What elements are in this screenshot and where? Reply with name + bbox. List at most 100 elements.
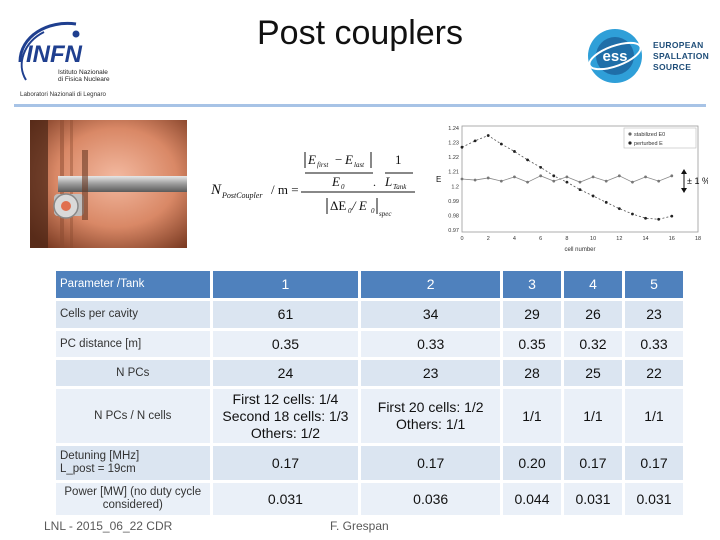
table-cell: 0.031: [212, 483, 362, 515]
data-point: [578, 188, 582, 191]
table-cell: 0.17: [624, 446, 683, 480]
table-cell: 0.32: [563, 331, 625, 357]
data-point: [670, 174, 674, 178]
data-point: [644, 216, 647, 220]
table-cell: 61: [212, 301, 362, 328]
x-tick-label: 14: [642, 236, 648, 242]
formula-over-m: / m =: [271, 182, 299, 197]
table-header-row: Parameter /Tank 1 2 3 4 5: [56, 271, 683, 298]
data-point: [631, 212, 634, 216]
footer-author: F. Grespan: [330, 519, 389, 533]
x-tick-label: 6: [539, 236, 542, 242]
infn-lab: Laboratori Nazionali di Legnaro: [20, 91, 107, 98]
table-row: Power [MW] (no duty cycle considered) 0.…: [56, 483, 683, 515]
table-header-cell: 3: [503, 271, 564, 298]
data-point: [486, 134, 490, 137]
table-cell: 0.17: [212, 446, 362, 480]
data-point: [617, 207, 621, 211]
table-cell: 28: [503, 360, 564, 386]
tank-parameters-table: Parameter /Tank 1 2 3 4 5 Cells per cavi…: [56, 268, 683, 518]
table-cell: 0.036: [361, 483, 503, 515]
y-tick-label: 1.22: [448, 155, 459, 161]
table-cell: 29: [503, 301, 564, 328]
table-cell: 0.031: [624, 483, 683, 515]
table-cell: 26: [563, 301, 625, 328]
x-tick-label: 10: [590, 236, 596, 242]
row-label: Power [MW] (no duty cycle considered): [56, 483, 213, 515]
table-row: Cells per cavity 61 34 29 26 23: [56, 301, 683, 328]
formula-lower-spec: spec: [379, 210, 392, 218]
legend-item-0: stabilized E0: [634, 132, 665, 138]
table-cell: 1/1: [624, 389, 683, 443]
data-point: [552, 174, 556, 178]
table-cell: 23: [361, 360, 503, 386]
formula-num-right: E: [344, 152, 353, 167]
data-point: [539, 165, 543, 169]
ess-logo: ess EUROPEAN SPALLATION SOURCE: [585, 26, 709, 86]
table-header-cell: 2: [361, 271, 503, 298]
table-cell: 0.35: [503, 331, 564, 357]
infn-line2: di Fisica Nucleare: [58, 76, 110, 83]
row-label: Detuning [MHz] L_post = 19cm: [56, 446, 213, 480]
formula-den-e0-sub: 0: [341, 183, 345, 191]
ess-line1: EUROPEAN: [653, 40, 704, 50]
table-cell: 0.20: [503, 446, 564, 480]
data-point: [565, 175, 569, 179]
post-coupler-photo: [30, 120, 187, 248]
data-point: [526, 158, 529, 162]
table-cell: 0.33: [361, 331, 503, 357]
data-point: [460, 145, 464, 149]
formula-lower-sub1: 0: [371, 207, 375, 215]
data-point: [657, 179, 661, 183]
x-tick-label: 16: [669, 236, 675, 242]
x-tick-label: 12: [616, 236, 622, 242]
table-cell: First 12 cells: 1/4 Second 18 cells: 1/3…: [212, 389, 362, 443]
formula-num-left: E: [307, 152, 316, 167]
formula-lower-mid: / E: [351, 198, 367, 213]
formula-dot: .: [373, 175, 376, 189]
table-header-cell: Parameter /Tank: [56, 271, 213, 298]
formula-frac1-num: 1: [395, 152, 402, 167]
chart-annotation: ± 1 %: [687, 176, 708, 186]
table-cell: 24: [212, 360, 362, 386]
table-cell: First 20 cells: 1/2 Others: 1/1: [361, 389, 503, 443]
data-point: [499, 142, 503, 146]
data-point: [486, 176, 490, 180]
data-point: [617, 174, 621, 178]
formula-lower-sub0: 0: [348, 207, 352, 215]
x-tick-label: 2: [487, 236, 490, 242]
formula-frac1-den: L: [384, 174, 392, 189]
data-point: [460, 177, 464, 181]
table-header-cell: 5: [624, 271, 683, 298]
x-tick-labels: 0 2 4 6 8 10 12 14 16 18: [460, 236, 701, 242]
table-row: PC distance [m] 0.35 0.33 0.35 0.32 0.33: [56, 331, 683, 357]
data-point: [644, 175, 647, 179]
formula-num-right-sub: last: [354, 161, 365, 169]
ess-mark: ess: [602, 48, 627, 65]
data-point: [657, 217, 661, 221]
infn-line1: Istituto Nazionale: [58, 69, 108, 76]
ess-line3: SOURCE: [653, 62, 692, 72]
data-point: [591, 194, 595, 198]
data-point: [513, 150, 516, 153]
y-tick-labels: 1.24 1.23 1.22 1.21 1.2 0.99 0.98 0.97: [448, 126, 459, 234]
infn-wordmark: INFN: [26, 41, 83, 68]
data-point: [473, 178, 477, 182]
y-tick-label: 1.2: [451, 184, 459, 190]
formula-minus: −: [335, 152, 342, 167]
formula-frac1-den-sub: Tank: [393, 183, 407, 191]
formula-num-left-sub: first: [317, 161, 329, 169]
table-cell: 0.17: [563, 446, 625, 480]
table-row: N PCs / N cells First 12 cells: 1/4 Seco…: [56, 389, 683, 443]
table-cell: 22: [624, 360, 683, 386]
y-tick-label: 0.98: [448, 213, 459, 219]
y-tick-label: 1.23: [448, 141, 459, 147]
ess-line2: SPALLATION: [653, 51, 710, 61]
data-point: [473, 139, 477, 143]
data-point: [552, 179, 556, 183]
data-point: [631, 180, 634, 184]
data-point: [513, 175, 516, 179]
data-point: [578, 180, 582, 184]
x-tick-label: 18: [695, 236, 701, 242]
table-row: N PCs 24 23 28 25 22: [56, 360, 683, 386]
